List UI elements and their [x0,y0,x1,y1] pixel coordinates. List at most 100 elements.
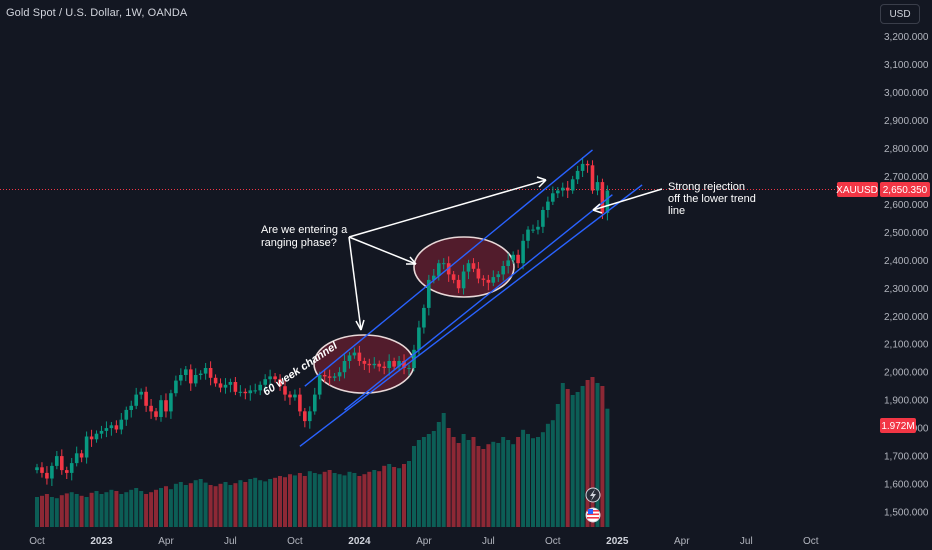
candle-body [402,361,406,368]
candle-body [298,394,302,412]
volume-bar [94,491,99,527]
volume-bar [436,422,441,527]
volume-bar [372,470,377,527]
volume-bar [188,483,193,527]
volume-bar [168,489,173,527]
trendline-upper[interactable] [304,149,593,387]
candle-body [362,361,367,364]
volume-bar [114,491,119,527]
candle-body [50,465,54,479]
trendline-lower[interactable] [299,184,643,447]
volume-tag-value: 1.972M [881,421,914,432]
volume-bar [575,392,580,527]
candle-body [461,271,466,289]
volume-bar [600,386,605,527]
volume-bar [173,483,178,527]
candle-body [556,190,560,194]
volume-bar [511,444,516,527]
candle-body [551,193,555,202]
annotation-rejection[interactable]: Strong rejection off the lower trend lin… [668,181,756,217]
candle-body [531,229,535,231]
arrowhead-bottom [355,319,365,331]
volume-bar [421,437,426,527]
candle-body [407,368,411,369]
candle-body [169,393,173,412]
candle-body [506,260,510,266]
volume-bar [540,432,545,527]
volume-bar [416,440,421,527]
candle-body [595,182,600,191]
candle-body [377,363,381,367]
volume-bar [134,488,139,527]
trendline-middle[interactable] [344,194,613,411]
candle-body [585,163,590,166]
volume-bar [154,489,158,527]
candle-body [327,376,332,378]
volume-bar [382,465,387,527]
volume-bar [456,443,461,527]
price-tag-value-bg [880,182,930,197]
candle-body [69,463,74,473]
lightning-icon[interactable] [585,487,601,503]
candle-body [213,377,218,384]
candle-body [417,327,421,350]
volume-bar [218,483,223,527]
volume-bar [268,479,273,527]
arrowhead-middle [406,256,417,265]
candle-body [124,409,129,420]
volume-bar [357,476,362,527]
candle-body [65,470,69,473]
volume-bar [203,482,208,527]
candle-body [466,263,471,272]
price-tag-symbol-bg [837,182,878,197]
y-tick-label: 2,300.000 [884,284,929,295]
arrow-to-top[interactable] [348,179,547,238]
volume-bar [233,483,238,527]
arrow-to-bottom[interactable] [348,236,362,331]
annotation-rejection-line1: Strong rejection [668,181,745,193]
candle-body [496,274,501,278]
y-tick-label: 2,500.000 [884,228,929,239]
x-tick-label: Jul [482,536,495,547]
arrow-to-middle[interactable] [348,236,417,265]
y-tick-label: 3,000.000 [884,88,929,99]
annotation-question-line2: ranging phase? [261,237,337,249]
candle-body [590,165,595,191]
candle-body [293,394,297,398]
volume-bars [35,377,610,527]
arrow-rejection[interactable] [592,188,663,211]
y-tick-label: 3,200.000 [884,32,929,43]
candle-body [174,380,178,394]
x-tick-label: 2024 [348,536,371,547]
candle-body [451,274,456,280]
y-tick-label: 2,400.000 [884,256,929,267]
candle-body [198,373,203,375]
candle-body [248,390,253,394]
volume-tag-bg [880,418,916,433]
volume-bar [516,437,521,527]
x-tick-label: Oct [803,536,819,547]
volume-bar [605,408,610,527]
candle-body [561,187,565,191]
candle-body [258,384,262,391]
y-tick-label: 3,100.000 [884,60,929,71]
volume-bar [208,485,213,527]
volume-bar [407,461,411,527]
price-tag: XAUUSD 2,650.350 [836,182,930,197]
candle-body [456,279,461,289]
annotation-arrows[interactable] [348,176,663,331]
trend-channel[interactable] [299,149,643,447]
candle-body [89,436,94,440]
candle-body [303,411,307,422]
volume-bar [347,471,352,527]
us-flag-icon[interactable] [585,507,601,523]
volume-bar [521,429,526,527]
currency-button[interactable]: USD [880,4,920,24]
annotation-question[interactable]: Are we entering a ranging phase? [261,224,348,249]
volume-bar [248,479,253,527]
volume-bar [228,485,233,527]
volume-bar [555,404,560,527]
x-tick-label: Oct [545,536,561,547]
volume-bar [560,383,565,527]
candle-body [511,254,515,261]
